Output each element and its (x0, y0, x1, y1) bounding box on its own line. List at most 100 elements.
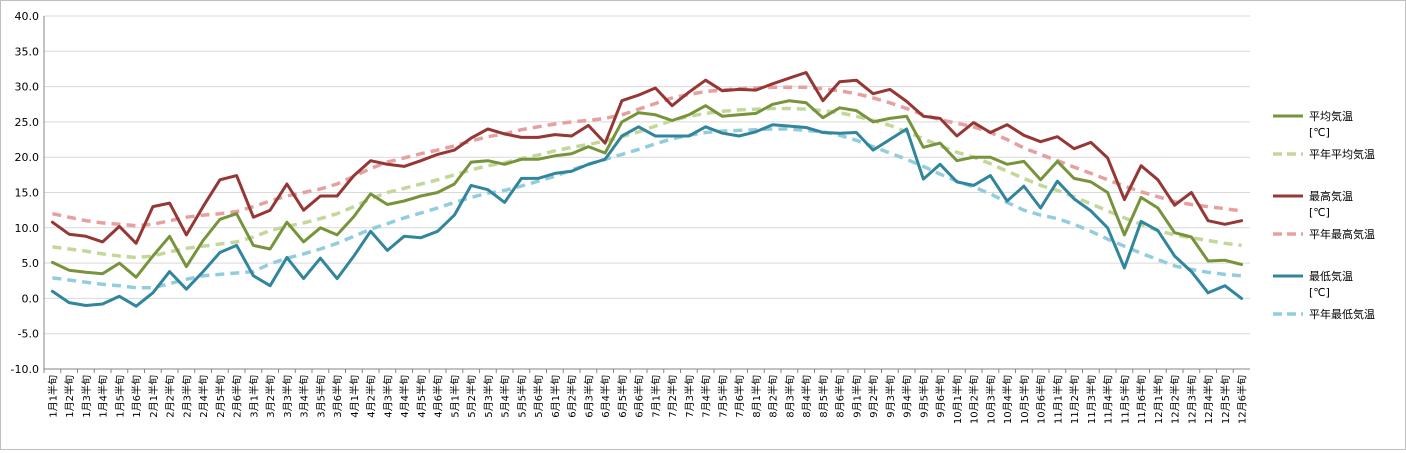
x-tick-label: 10月3半旬 (984, 375, 997, 424)
x-tick-label: 6月6半旬 (633, 375, 646, 418)
x-tick-label: 9月3半旬 (884, 375, 897, 418)
legend-label: 平年最低気温 (1309, 307, 1375, 321)
x-tick-label: 3月2半旬 (264, 375, 277, 418)
x-tick-label: 9月6半旬 (934, 375, 947, 418)
x-tick-label: 10月4半旬 (1001, 375, 1014, 424)
y-tick-label: 10.0 (15, 222, 40, 235)
x-tick-label: 7月4半旬 (700, 375, 713, 418)
x-tick-label: 11月2半旬 (1068, 375, 1081, 424)
x-tick-label: 3月3半旬 (281, 375, 294, 418)
x-tick-label: 11月4半旬 (1102, 375, 1115, 424)
series-line (52, 85, 1242, 228)
x-tick-label: 7月3半旬 (683, 375, 696, 418)
series-line (52, 127, 1242, 290)
x-tick-label: 7月5半旬 (716, 375, 729, 418)
x-tick-label: 1月1半旬 (46, 375, 59, 418)
x-tick-label: 4月3半旬 (381, 375, 394, 418)
x-tick-label: 6月3半旬 (582, 375, 595, 418)
x-tick-label: 8月1半旬 (750, 375, 763, 418)
x-tick-label: 4月6半旬 (432, 375, 445, 418)
y-tick-label: 35.0 (15, 45, 40, 58)
legend-label: 平年最高気温 (1309, 227, 1375, 241)
x-tick-label: 11月1半旬 (1051, 375, 1064, 424)
x-tick-label: 9月4半旬 (901, 375, 914, 418)
x-tick-label: 3月5半旬 (314, 375, 327, 418)
x-tick-label: 6月2半旬 (566, 375, 579, 418)
x-tick-label: 5月3半旬 (482, 375, 495, 418)
x-tick-label: 9月1半旬 (850, 375, 863, 418)
x-tick-label: 12月5半旬 (1219, 375, 1232, 424)
x-tick-label: 5月6半旬 (532, 375, 545, 418)
y-tick-label: 40.0 (15, 10, 40, 23)
legend-label: 最低気温 (1309, 269, 1353, 283)
x-tick-label: 7月1半旬 (649, 375, 662, 418)
x-tick-label: 1月5半旬 (113, 375, 126, 418)
legend-label: 平均気温 (1309, 109, 1353, 123)
x-tick-label: 10月2半旬 (968, 375, 981, 424)
series-line (50, 99, 1244, 279)
x-tick-label: 12月2半旬 (1169, 375, 1182, 424)
x-tick-label: 11月5半旬 (1118, 375, 1131, 424)
legend-label: 最高気温 (1309, 189, 1353, 203)
x-tick-label: 8月2半旬 (767, 375, 780, 418)
x-tick-label: 1月4半旬 (97, 375, 110, 418)
series-lines (50, 71, 1244, 308)
x-tick-label: 2月5半旬 (214, 375, 227, 418)
x-tick-label: 1月6半旬 (130, 375, 143, 418)
x-tick-label: 5月1半旬 (448, 375, 461, 418)
x-tick-label: 3月1半旬 (247, 375, 260, 418)
series-line (50, 123, 1244, 308)
x-tick-label: 2月6半旬 (231, 375, 244, 418)
x-tick-label: 6月1半旬 (549, 375, 562, 418)
x-tick-label: 4月1半旬 (348, 375, 361, 418)
x-tick-label: 12月6半旬 (1236, 375, 1249, 424)
x-tick-label: 12月1半旬 (1152, 375, 1165, 424)
y-tick-label: 15.0 (15, 187, 40, 200)
x-tick-label: 2月1半旬 (147, 375, 160, 418)
legend-label: 平年平均気温 (1309, 147, 1375, 161)
legend-label: [℃] (1309, 126, 1330, 139)
x-tick-label: 3月4半旬 (298, 375, 311, 418)
x-tick-label: 5月5半旬 (515, 375, 528, 418)
x-tick-label: 10月1半旬 (951, 375, 964, 424)
x-tick-label: 8月3半旬 (783, 375, 796, 418)
y-tick-label: 20.0 (15, 151, 40, 164)
y-tick-label: 0.0 (22, 292, 40, 305)
series-line (50, 71, 1244, 245)
x-tick-label: 5月4半旬 (499, 375, 512, 418)
x-tick-label: 2月4半旬 (197, 375, 210, 418)
x-tick-label: 4月2半旬 (365, 375, 378, 418)
legend-label: [℃] (1309, 206, 1330, 219)
x-tick-label: 8月5半旬 (817, 375, 830, 418)
x-tick-label: 2月3半旬 (180, 375, 193, 418)
x-tick-label: 9月5半旬 (917, 375, 930, 418)
x-tick-label: 4月4半旬 (398, 375, 411, 418)
x-tick-label: 10月6半旬 (1035, 375, 1048, 424)
x-tick-label: 10月5半旬 (1018, 375, 1031, 424)
y-axis: 40.0 35.0 30.0 25.0 20.0 15.0 10.0 5.0 0.0 -5.0 -1… (11, 10, 45, 376)
x-tick-label: 3月6半旬 (331, 375, 344, 418)
x-tick-label: 1月3半旬 (80, 375, 93, 418)
x-tick-label: 5月2半旬 (465, 375, 478, 418)
x-tick-label: 4月5半旬 (415, 375, 428, 418)
x-axis: 1月1半旬 1月2半旬 1月3半旬 1月4半旬 1月5半旬 1月6半旬 2月1半旬 2月2半旬… (43, 368, 1250, 424)
x-tick-label: 2月2半旬 (164, 375, 177, 418)
x-tick-label: 7月6半旬 (733, 375, 746, 418)
x-tick-label: 8月6半旬 (834, 375, 847, 418)
legend-label: [℃] (1309, 286, 1330, 299)
x-tick-label: 6月4半旬 (599, 375, 612, 418)
x-tick-label: 11月3半旬 (1085, 375, 1098, 424)
x-tick-label: 8月4半旬 (800, 375, 813, 418)
x-tick-label: 11月6半旬 (1135, 375, 1148, 424)
x-tick-label: 1月2半旬 (63, 375, 76, 418)
x-tick-label: 7月2半旬 (666, 375, 679, 418)
x-tick-label: 9月2半旬 (867, 375, 880, 418)
y-tick-label: 5.0 (22, 257, 40, 270)
y-tick-label: -5.0 (18, 328, 39, 341)
y-tick-label: 25.0 (15, 116, 40, 129)
x-tick-label: 12月4半旬 (1202, 375, 1215, 424)
y-tick-label: 30.0 (15, 81, 40, 94)
